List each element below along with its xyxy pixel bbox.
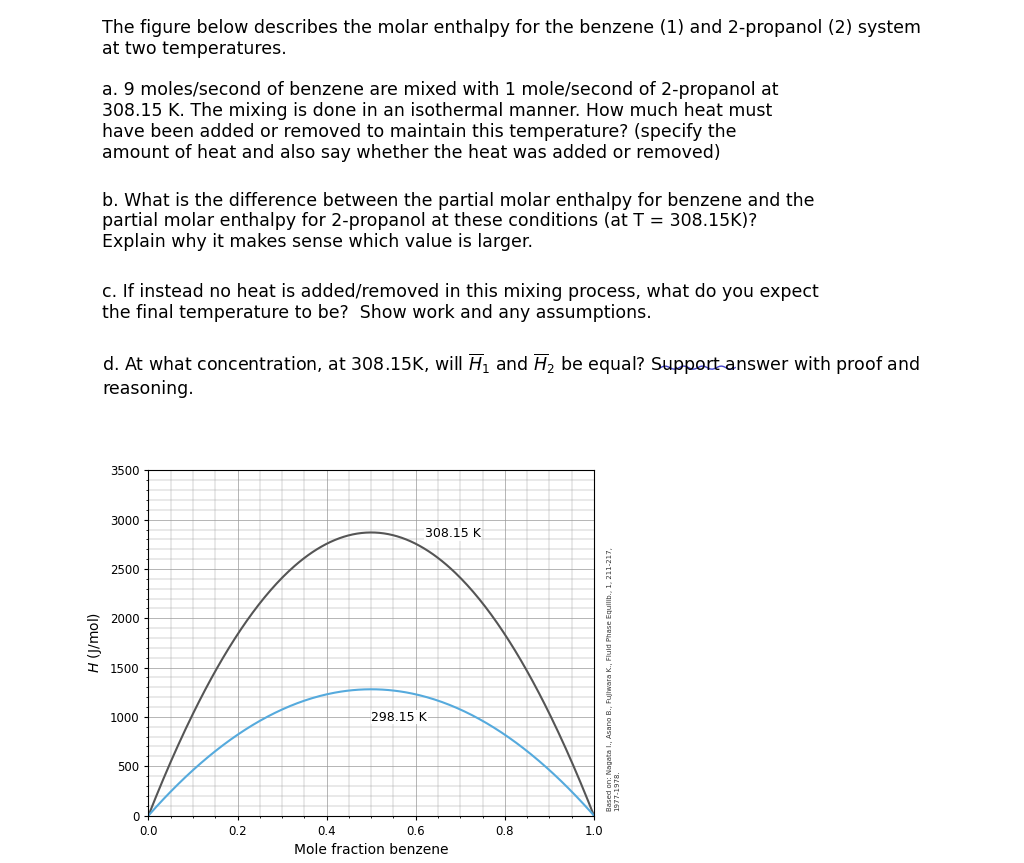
Text: 308.15 K: 308.15 K (425, 527, 480, 540)
Text: The figure below describes the molar enthalpy for the benzene (1) and 2-propanol: The figure below describes the molar ent… (102, 19, 922, 58)
Text: Based on: Nagata I., Asano B., Fujiwara K., Fluid Phase Equilib., 1, 211-217,
19: Based on: Nagata I., Asano B., Fujiwara … (607, 547, 621, 811)
Text: d. At what concentration, at 308.15K, will $\overline{H}_1$ and $\overline{H}_2$: d. At what concentration, at 308.15K, wi… (102, 352, 921, 398)
Text: c. If instead no heat is added/removed in this mixing process, what do you expec: c. If instead no heat is added/removed i… (102, 283, 819, 322)
Text: b. What is the difference between the partial molar enthalpy for benzene and the: b. What is the difference between the pa… (102, 192, 815, 251)
Text: a. 9 moles/second of benzene are mixed with 1 mole/second of 2-propanol at
308.1: a. 9 moles/second of benzene are mixed w… (102, 81, 779, 161)
Y-axis label: $\it{H}$ (J/mol): $\it{H}$ (J/mol) (86, 613, 104, 673)
Text: 298.15 K: 298.15 K (371, 711, 427, 724)
X-axis label: Mole fraction benzene: Mole fraction benzene (294, 843, 449, 857)
